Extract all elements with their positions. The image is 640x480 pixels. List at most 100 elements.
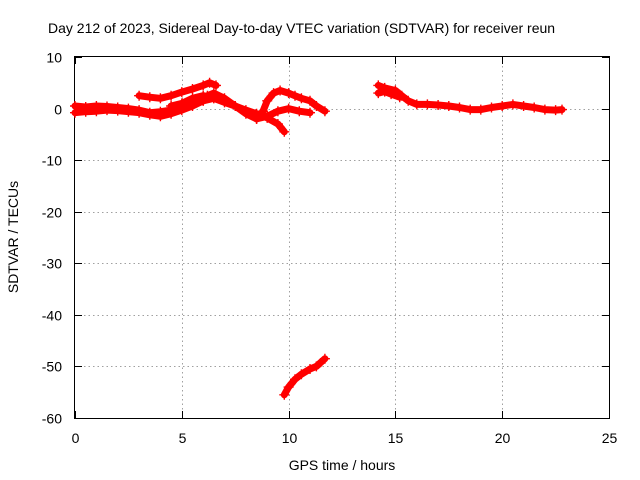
data-point: [305, 364, 315, 374]
data-point: [240, 108, 251, 119]
y-tick-label: 10: [46, 50, 62, 66]
data-point: [386, 89, 397, 100]
series-track-4: [251, 85, 330, 124]
data-point: [283, 103, 294, 114]
data-point: [155, 93, 166, 104]
x-tick-label: 20: [495, 430, 511, 446]
data-point: [373, 88, 384, 99]
data-point: [262, 111, 273, 122]
data-point: [279, 389, 290, 400]
y-tick-label: 0: [54, 102, 62, 118]
data-point: [155, 111, 166, 122]
data-point: [433, 100, 444, 110]
plot-area: [70, 77, 567, 400]
data-point: [198, 90, 209, 101]
data-point: [411, 99, 422, 110]
grid: [75, 57, 609, 418]
series-line: [374, 88, 404, 101]
data-point: [268, 88, 279, 99]
data-point: [305, 95, 315, 106]
y-axis-label: SDTVAR / TECUs: [5, 181, 21, 293]
data-point: [166, 101, 177, 111]
data-point: [272, 106, 283, 117]
chart-title: Day 212 of 2023, Sidereal Day-to-day VTE…: [48, 20, 555, 36]
data-point: [70, 107, 80, 118]
data-point: [219, 93, 230, 104]
data-point: [507, 99, 518, 110]
series-track-3: [134, 77, 221, 104]
data-point: [187, 93, 198, 104]
data-point: [311, 101, 322, 111]
data-point: [497, 101, 508, 111]
data-point: [134, 107, 145, 118]
plot-frame: [74, 56, 610, 419]
data-point: [262, 95, 273, 106]
y-tick-label: -50: [42, 359, 62, 375]
series-line: [280, 355, 329, 399]
x-tick-label: 0: [72, 430, 80, 446]
series-track-5: [166, 90, 219, 111]
data-point: [112, 105, 123, 116]
data-point: [102, 105, 112, 116]
data-point: [319, 353, 330, 364]
data-point: [443, 101, 454, 111]
data-point: [166, 90, 177, 101]
data-point: [80, 106, 91, 117]
data-point: [403, 95, 414, 106]
data-point: [198, 80, 209, 91]
data-point: [123, 106, 134, 117]
data-point: [272, 119, 283, 129]
data-point: [296, 369, 307, 380]
data-point: [379, 86, 390, 97]
x-tick-labels: 0 5 10 15 20 25: [72, 430, 618, 446]
data-point: [319, 106, 330, 117]
data-point: [305, 107, 315, 118]
data-point: [144, 92, 155, 103]
data-point: [251, 113, 262, 124]
data-point: [283, 382, 294, 393]
data-point: [230, 101, 241, 111]
x-tick-label: 5: [179, 430, 187, 446]
x-axis-label: GPS time / hours: [289, 457, 396, 473]
data-point: [211, 80, 221, 91]
data-point: [394, 92, 405, 103]
data-point: [275, 85, 286, 96]
data-point: [422, 99, 433, 110]
data-point: [539, 104, 550, 115]
data-point: [134, 90, 145, 101]
x-tick-label: 10: [282, 430, 298, 446]
y-tick-labels: -60 -50 -40 -30 -20 -10 0 10: [42, 50, 62, 427]
data-point: [465, 104, 476, 115]
data-point: [557, 104, 567, 115]
y-tick-label: -60: [42, 411, 62, 427]
y-tick-label: -10: [42, 153, 62, 169]
data-point: [144, 109, 155, 120]
series-track-8: [373, 86, 405, 103]
data-point: [176, 98, 187, 109]
data-point: [176, 87, 187, 98]
series-track-6: [279, 353, 330, 400]
data-point: [475, 104, 486, 115]
y-tick-label: -20: [42, 205, 62, 221]
data-point: [529, 102, 540, 113]
data-point: [290, 90, 300, 101]
data-point: [311, 361, 322, 372]
data-point: [283, 88, 294, 99]
data-point: [294, 106, 305, 117]
data-point: [486, 102, 497, 113]
x-tick-label: 15: [388, 430, 404, 446]
y-tick-label: -30: [42, 256, 62, 272]
data-point: [454, 102, 465, 113]
data-point: [187, 84, 198, 94]
data-point: [518, 101, 529, 111]
data-point: [91, 106, 102, 117]
x-tick-label: 25: [602, 430, 618, 446]
data-point: [204, 77, 215, 88]
data-point: [258, 106, 268, 117]
data-point: [290, 374, 300, 385]
y-tick-label: -40: [42, 308, 62, 324]
data-point: [208, 93, 219, 104]
data-point: [279, 126, 290, 137]
data-point: [296, 93, 307, 104]
